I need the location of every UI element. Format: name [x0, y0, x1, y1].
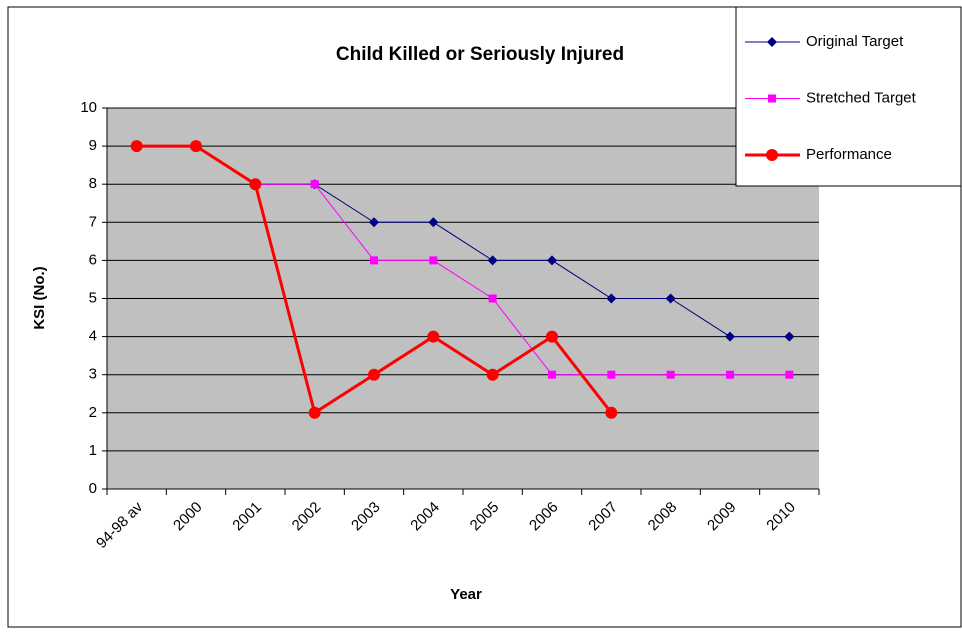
- legend-marker: [766, 149, 778, 161]
- marker: [429, 256, 438, 265]
- marker: [130, 140, 143, 153]
- marker: [486, 368, 499, 381]
- y-tick-label: 8: [89, 175, 97, 192]
- legend-marker: [768, 94, 776, 103]
- marker: [607, 370, 616, 379]
- x-axis-label: Year: [450, 586, 482, 603]
- y-tick-label: 3: [89, 366, 97, 383]
- marker: [249, 178, 262, 191]
- marker: [427, 330, 440, 343]
- marker: [369, 217, 379, 228]
- marker: [605, 406, 618, 419]
- y-tick-label: 7: [89, 213, 97, 230]
- y-tick-label: 5: [89, 289, 97, 306]
- legend-marker: [767, 37, 777, 47]
- y-tick-label: 2: [89, 404, 97, 421]
- y-tick-label: 6: [89, 251, 97, 268]
- marker: [310, 180, 319, 189]
- marker: [784, 331, 795, 342]
- marker: [606, 293, 617, 304]
- marker: [546, 330, 558, 343]
- marker: [428, 217, 439, 228]
- series-line: [255, 183, 790, 376]
- y-tick-label: 4: [89, 328, 97, 345]
- marker: [548, 370, 556, 379]
- legend-label: Stretched Target: [806, 89, 917, 106]
- marker: [308, 406, 321, 419]
- marker: [368, 368, 380, 381]
- marker: [547, 255, 557, 266]
- chart-title: Child Killed or Seriously Injured: [336, 44, 624, 65]
- y-tick-label: 9: [89, 137, 97, 154]
- marker: [487, 255, 498, 266]
- marker: [785, 370, 794, 379]
- marker: [666, 370, 675, 379]
- y-tick-label: 10: [80, 99, 97, 116]
- y-tick-label: 1: [89, 442, 97, 459]
- legend-label: Original Target: [806, 33, 904, 50]
- y-axis-label: KSI (No.): [31, 266, 48, 329]
- marker: [665, 293, 676, 304]
- series-line: [255, 183, 790, 338]
- marker: [370, 256, 378, 265]
- marker: [725, 331, 735, 342]
- legend-label: Performance: [806, 146, 892, 163]
- marker: [726, 370, 734, 379]
- marker: [190, 140, 202, 153]
- marker: [488, 294, 497, 303]
- y-tick-label: 0: [89, 480, 97, 497]
- legend: Original Target Stretched Target Performan…: [735, 6, 962, 187]
